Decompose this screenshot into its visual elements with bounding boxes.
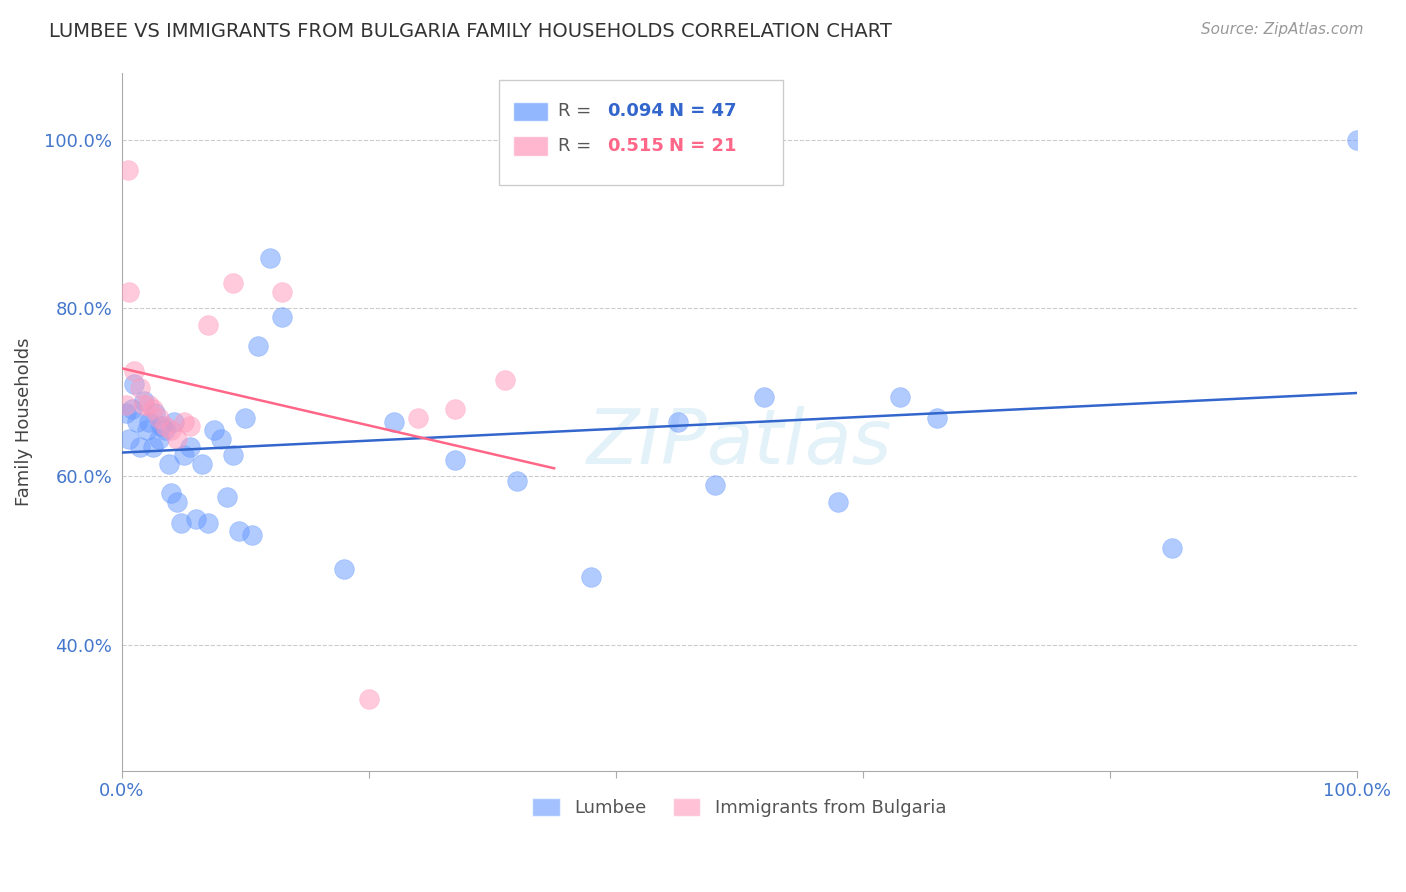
Point: [138, 415, 160, 429]
Point: [235, 410, 257, 425]
Point: [197, 516, 219, 530]
Point: [333, 562, 356, 576]
Point: [173, 415, 195, 429]
Point: [1160, 541, 1182, 555]
Point: [382, 415, 405, 429]
Text: LUMBEE VS IMMIGRANTS FROM BULGARIA FAMILY HOUSEHOLDS CORRELATION CHART: LUMBEE VS IMMIGRANTS FROM BULGARIA FAMIL…: [49, 22, 891, 41]
Point: [148, 432, 170, 446]
Point: [114, 406, 136, 420]
Point: [204, 423, 226, 437]
Point: [215, 491, 238, 505]
Point: [444, 452, 467, 467]
Point: [143, 406, 166, 420]
Point: [179, 419, 201, 434]
Point: [163, 415, 186, 429]
Point: [222, 449, 245, 463]
Point: [209, 432, 232, 446]
Point: [129, 440, 152, 454]
Point: [357, 692, 380, 706]
Text: 0.094: 0.094: [607, 103, 664, 120]
Point: [132, 398, 155, 412]
Point: [157, 457, 180, 471]
Point: [118, 432, 141, 446]
Point: [117, 162, 139, 177]
Point: [271, 285, 294, 299]
Point: [184, 511, 207, 525]
FancyBboxPatch shape: [513, 102, 548, 121]
Point: [166, 494, 188, 508]
Point: [246, 339, 269, 353]
Point: [150, 419, 173, 434]
Point: [160, 486, 183, 500]
Point: [122, 377, 145, 392]
Point: [170, 516, 193, 530]
Point: [118, 285, 141, 299]
Point: [889, 390, 911, 404]
Point: [271, 310, 294, 324]
Point: [142, 402, 165, 417]
Point: [579, 570, 602, 584]
Point: [160, 423, 183, 437]
Point: [173, 449, 195, 463]
Point: [222, 276, 245, 290]
Point: [121, 402, 143, 417]
Point: [406, 410, 429, 425]
Y-axis label: Family Households: Family Households: [15, 337, 32, 506]
Point: [153, 419, 176, 434]
Point: [138, 398, 160, 412]
Point: [827, 494, 849, 508]
Text: 0.515: 0.515: [607, 137, 664, 155]
Point: [228, 524, 250, 538]
Point: [191, 457, 214, 471]
Point: [129, 381, 152, 395]
Point: [506, 474, 529, 488]
Point: [259, 251, 281, 265]
Point: [1346, 133, 1368, 147]
Point: [752, 390, 775, 404]
Point: [148, 410, 170, 425]
Point: [494, 373, 516, 387]
Text: ZIPatlas: ZIPatlas: [586, 406, 891, 480]
Point: [925, 410, 948, 425]
Text: R =: R =: [558, 103, 591, 120]
Point: [125, 415, 148, 429]
Point: [114, 398, 136, 412]
Text: R =: R =: [558, 137, 591, 155]
Point: [122, 364, 145, 378]
Legend: Lumbee, Immigrants from Bulgaria: Lumbee, Immigrants from Bulgaria: [526, 790, 953, 824]
Text: N = 21: N = 21: [669, 137, 737, 155]
Point: [240, 528, 263, 542]
Point: [703, 478, 725, 492]
FancyBboxPatch shape: [499, 80, 783, 185]
Point: [132, 393, 155, 408]
Point: [179, 440, 201, 454]
Point: [197, 318, 219, 333]
Point: [135, 423, 157, 437]
Text: Source: ZipAtlas.com: Source: ZipAtlas.com: [1201, 22, 1364, 37]
Text: N = 47: N = 47: [669, 103, 737, 120]
FancyBboxPatch shape: [513, 136, 548, 156]
Point: [166, 432, 188, 446]
Point: [666, 415, 689, 429]
Point: [142, 440, 165, 454]
Point: [153, 423, 176, 437]
Point: [444, 402, 467, 417]
